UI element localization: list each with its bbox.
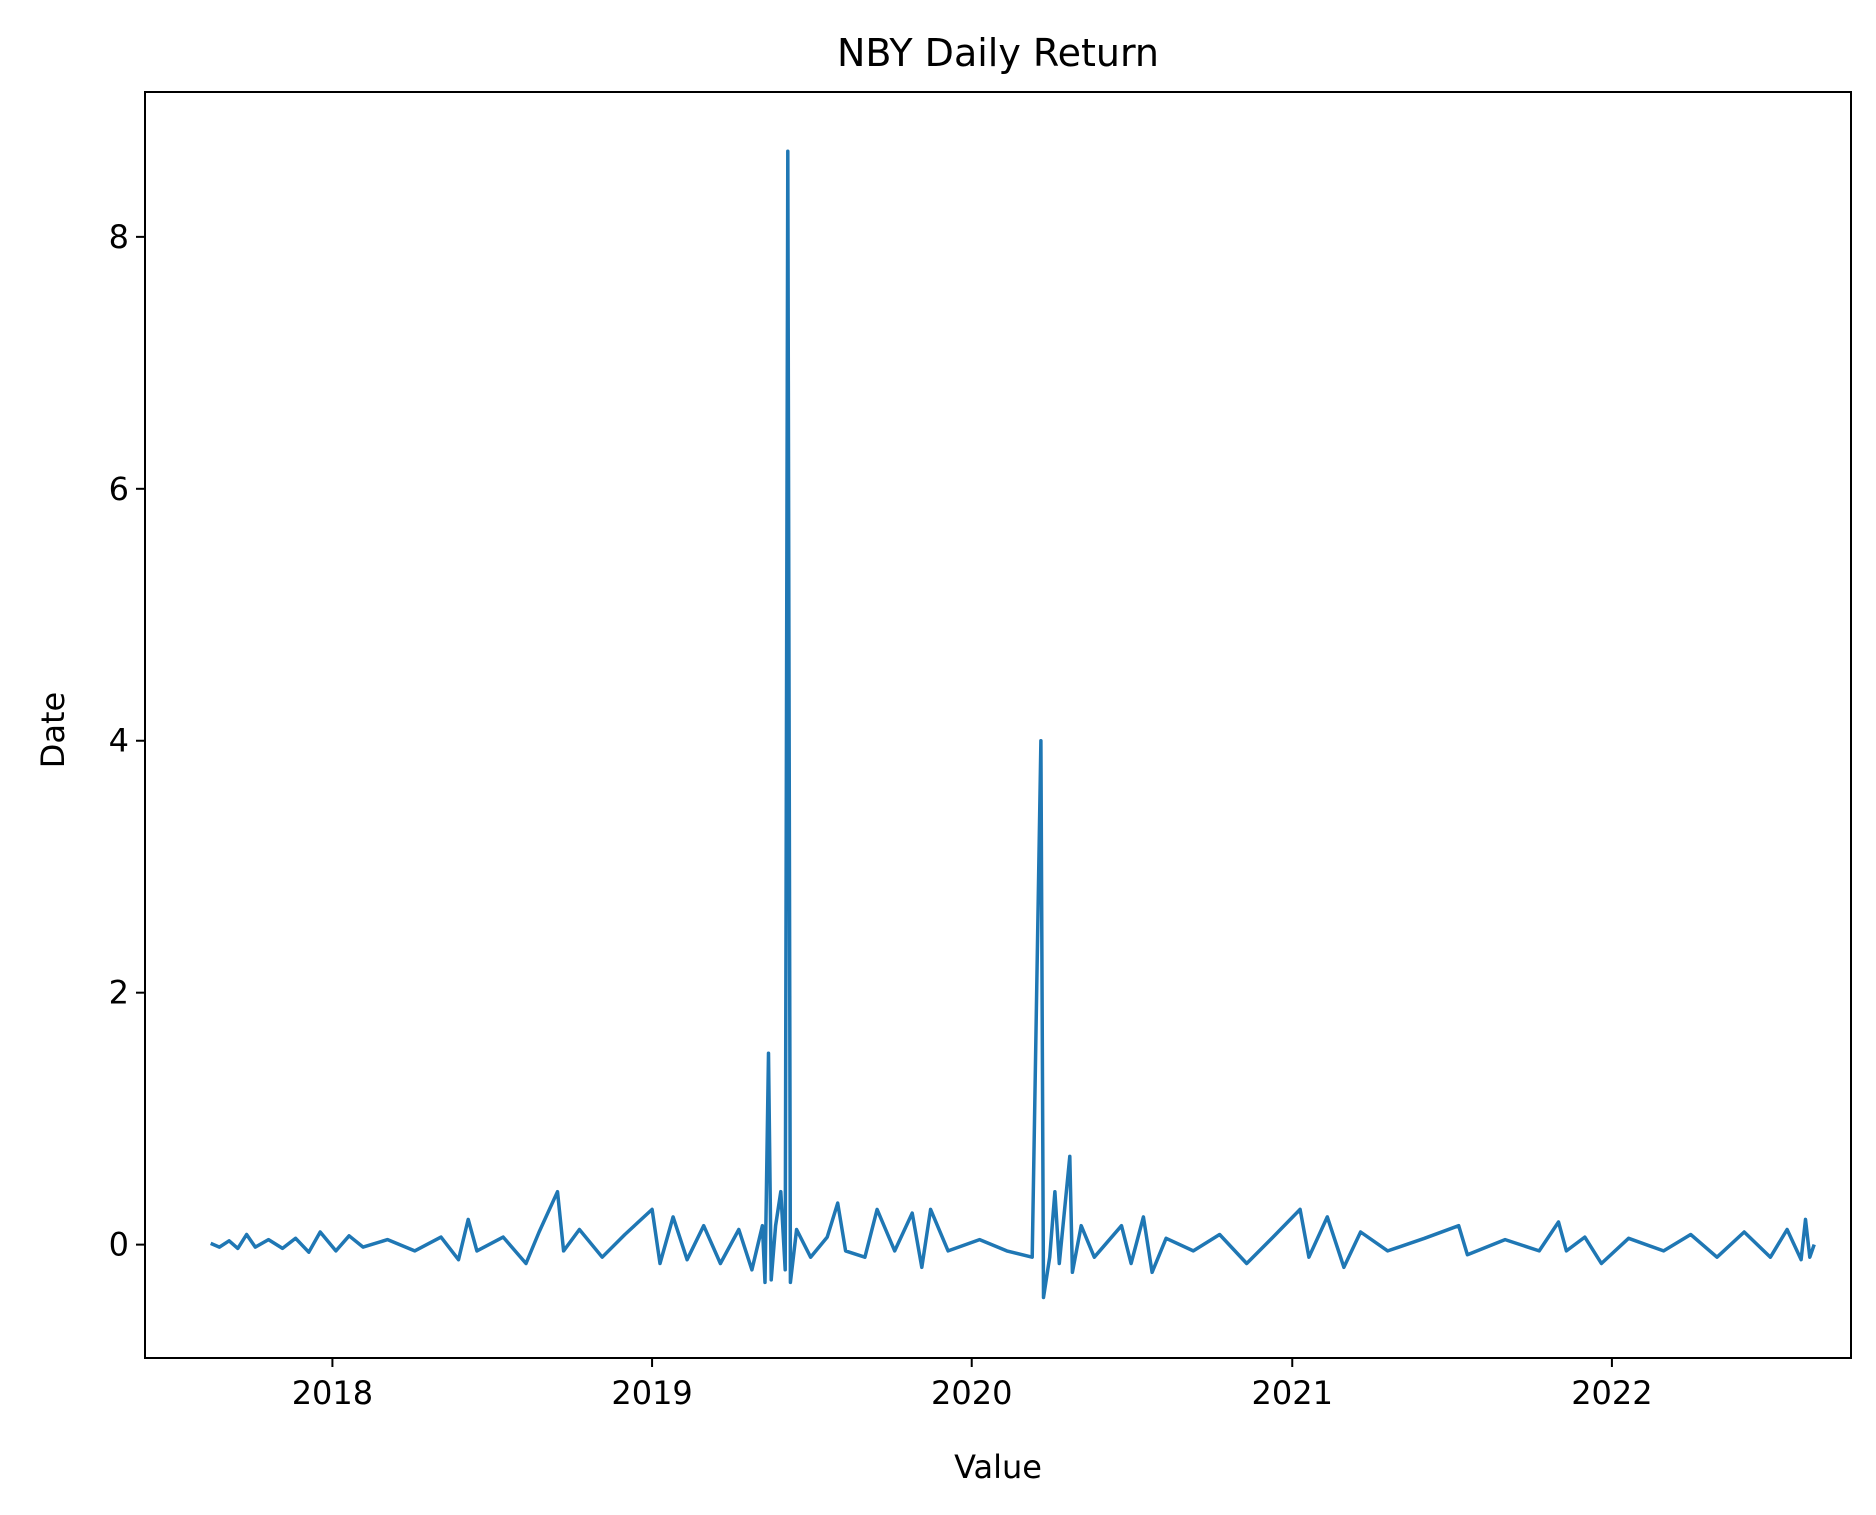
y-tick-label: 6: [109, 470, 129, 508]
plot-frame: [144, 91, 1852, 1359]
x-tick-label: 2022: [1571, 1374, 1652, 1412]
x-tick-label: 2019: [611, 1374, 692, 1412]
y-axis: 0 2 4 6 8: [109, 218, 145, 1264]
y-tick-label: 0: [109, 1226, 129, 1264]
y-tick-label: 8: [109, 218, 129, 256]
x-tick-label: 2021: [1252, 1374, 1333, 1412]
x-axis: 2018 2019 2020 2021 2022: [292, 1358, 1653, 1412]
series-line-0: [210, 149, 1816, 1300]
series-layer: [210, 149, 1816, 1300]
x-tick-label: 2018: [292, 1374, 373, 1412]
y-tick-label: 4: [109, 722, 129, 760]
chart-title: NBY Daily Return: [837, 31, 1159, 75]
y-tick-label: 2: [109, 974, 129, 1012]
x-tick-label: 2020: [931, 1374, 1012, 1412]
y-axis-label: Date: [34, 692, 72, 768]
x-axis-label: Value: [954, 1448, 1042, 1486]
